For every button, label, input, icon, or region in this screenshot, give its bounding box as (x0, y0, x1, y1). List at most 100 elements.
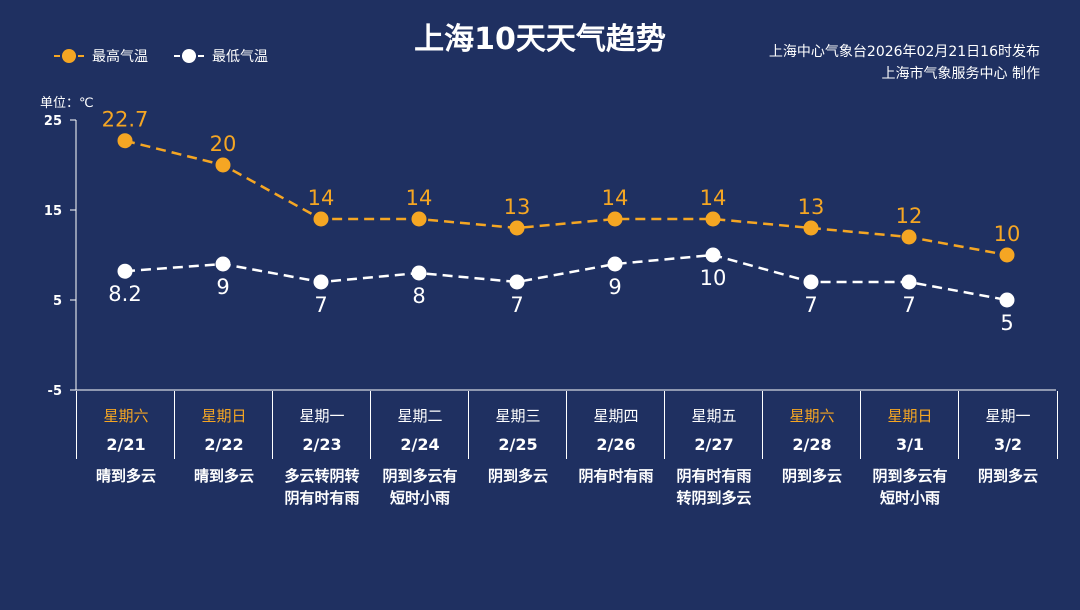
weather-line: 阴到多云 (487, 467, 548, 485)
day-column: 星期五 2/27 阴有时有雨转阴到多云 (664, 391, 763, 507)
weather-line: 阴到多云 (977, 467, 1038, 485)
data-point-high (803, 220, 819, 236)
weekday-label: 星期四 (593, 407, 639, 425)
y-tick-label: 25 (44, 114, 62, 129)
date-label: 2/28 (792, 435, 832, 454)
legend-item-high: 最高气温 (54, 46, 148, 66)
day-column: 星期一 3/2 阴到多云 (958, 391, 1058, 485)
legend-item-low: 最低气温 (174, 46, 268, 66)
day-column: 星期三 2/25 阴到多云 (468, 391, 567, 485)
legend: 最高气温 最低气温 (54, 46, 294, 66)
data-label-low: 9 (216, 275, 229, 299)
weather-line: 晴到多云 (95, 467, 156, 485)
data-point-low (607, 256, 623, 272)
unit-label: 单位：℃ (40, 96, 94, 111)
weekday-label: 星期三 (495, 407, 541, 425)
date-label: 3/2 (993, 435, 1023, 454)
data-label-high: 12 (896, 204, 923, 228)
date-label: 2/24 (400, 435, 440, 454)
data-point-high (607, 211, 623, 227)
data-point-low (411, 265, 427, 281)
data-label-low: 7 (510, 293, 523, 317)
weather-line: 阴到多云有 (382, 467, 458, 485)
data-point-high (901, 229, 917, 245)
weather-description: 阴到多云有 短时小雨 (370, 465, 470, 509)
data-label-low: 5 (1000, 311, 1013, 335)
weather-description: 晴到多云 (174, 465, 274, 487)
date-label: 2/27 (694, 435, 734, 454)
data-label-low: 10 (700, 266, 727, 290)
day-column: 星期二 2/24 阴到多云有短时小雨 (370, 391, 469, 507)
data-point-high (411, 211, 427, 227)
data-point-low (117, 263, 133, 279)
legend-label-low: 最低气温 (212, 49, 268, 65)
date-label: 2/21 (106, 435, 146, 454)
legend-swatch-high (54, 49, 84, 63)
data-point-low (215, 256, 231, 272)
weather-description: 晴到多云 (76, 465, 176, 487)
data-point-high (215, 157, 231, 173)
data-point-high (117, 133, 133, 149)
data-label-high: 14 (602, 186, 629, 210)
weather-description: 阴有时有雨转阴到多云 (664, 465, 764, 509)
weather-line: 短时小雨 (879, 489, 940, 507)
weather-line: 阴有时有雨 (284, 489, 360, 507)
weather-description: 阴到多云 (762, 465, 862, 487)
data-label-high: 22.7 (102, 108, 149, 132)
y-tick-label: 5 (53, 294, 62, 309)
weekday-label: 星期六 (789, 407, 835, 425)
weather-line: 阴到多云 (781, 467, 842, 485)
weekday-label: 星期五 (691, 407, 737, 425)
data-label-high: 13 (504, 195, 531, 219)
weather-description: 阴到多云 (468, 465, 568, 487)
weather-line: 阴到多云有 (872, 467, 948, 485)
y-tick-label: -5 (48, 384, 62, 399)
weather-line: 转阴到多云 (676, 489, 752, 507)
weather-line: 短时小雨 (389, 489, 450, 507)
date-label: 2/23 (302, 435, 342, 454)
weather-description: 多云转阴转阴有时有雨 (272, 465, 372, 509)
data-label-low: 8 (412, 284, 425, 308)
weather-description: 阴到多云有 短时小雨 (860, 465, 960, 509)
date-label: 2/25 (498, 435, 538, 454)
data-point-high (705, 211, 721, 227)
day-column: 星期一 2/23 多云转阴转阴有时有雨 (272, 391, 371, 507)
data-label-high: 20 (210, 132, 237, 156)
data-point-high (509, 220, 525, 236)
legend-label-high: 最高气温 (92, 49, 148, 65)
data-label-high: 14 (700, 186, 727, 210)
legend-swatch-low (174, 49, 204, 63)
data-point-low (803, 274, 819, 290)
day-column: 星期六 2/28 阴到多云 (762, 391, 861, 485)
date-label: 3/1 (895, 435, 925, 454)
data-label-low: 8.2 (108, 282, 141, 306)
weekday-label: 星期日 (887, 407, 933, 425)
data-label-low: 9 (608, 275, 621, 299)
weather-description: 阴到多云 (958, 465, 1058, 487)
chart-title: 上海10天天气趋势 (414, 22, 666, 57)
weekday-label: 星期二 (397, 407, 443, 425)
source-line-publish: 上海中心气象台2026年02月21日16时发布 (768, 44, 1040, 60)
series-line-high (124, 139, 1008, 257)
day-column: 星期六 2/21 晴到多云 (76, 391, 175, 485)
data-point-low (901, 274, 917, 290)
data-label-low: 7 (314, 293, 327, 317)
weekday-label: 星期一 (985, 407, 1031, 425)
data-point-low (313, 274, 329, 290)
data-label-low: 7 (902, 293, 915, 317)
y-tick-label: 15 (44, 204, 62, 219)
weekday-label: 星期六 (103, 407, 149, 425)
data-point-high (999, 247, 1015, 263)
data-point-low (999, 292, 1015, 308)
date-label: 2/22 (204, 435, 244, 454)
weather-line: 阴有时有雨 (676, 467, 752, 485)
data-point-low (705, 247, 721, 263)
day-column: 星期日 2/22 晴到多云 (174, 391, 273, 485)
weather-line: 多云转阴转 (284, 467, 360, 485)
source-line-producer: 上海市气象服务中心 制作 (881, 66, 1040, 82)
weekday-label: 星期一 (299, 407, 345, 425)
data-label-high: 10 (994, 222, 1021, 246)
series-line-low (124, 253, 1008, 302)
data-label-high: 14 (406, 186, 433, 210)
